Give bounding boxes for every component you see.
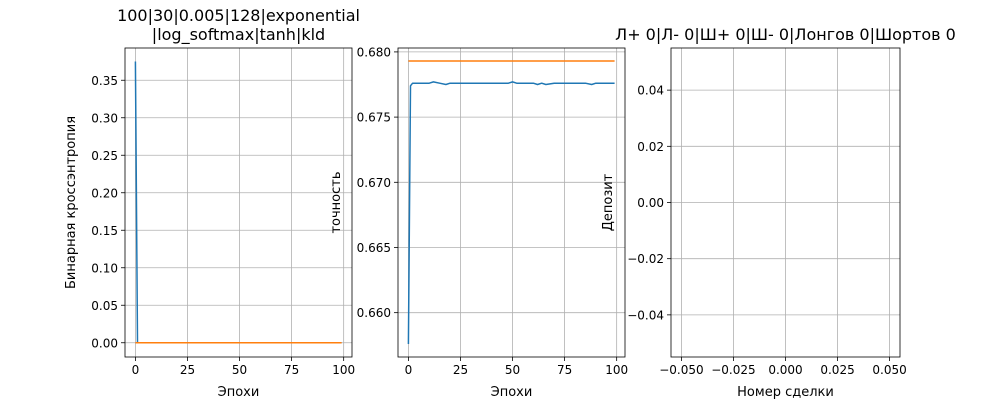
accuracy-y-tick-label: 0.680 [357,45,391,59]
loss-x-tick-label: 25 [180,363,195,377]
loss-y-tick-label: 0.30 [91,111,118,125]
accuracy-axes-frame [397,47,626,358]
accuracy-series-train [407,81,615,344]
deposit-y-tick-label: 0.00 [637,196,664,210]
deposit-x-axis-label: Номер сделки [737,385,834,400]
deposit-y-tick-label: −0.02 [627,252,664,266]
loss-y-tick-label: 0.15 [91,224,118,238]
deposit-y-axis-label: Депозит [601,173,616,231]
loss-title-line: 100|30|0.005|128|exponential [117,6,360,25]
deposit-y-tick-label: 0.04 [637,84,664,98]
loss-y-axis-label: Бинарная кроссэнтропия [64,116,79,289]
accuracy-y-tick-label: 0.670 [357,176,391,190]
deposit-axes-frame [670,47,901,358]
accuracy-y-tick-label: 0.675 [357,111,391,125]
loss-y-tick-label: 0.20 [91,186,118,200]
accuracy-x-tick-label: 75 [557,363,572,377]
loss-y-tick-label: 0.05 [91,299,118,313]
deposit-y-tick-label: −0.04 [627,308,664,322]
deposit-x-tick-label: 0.025 [820,363,854,377]
deposit-title-line: Л+ 0|Л- 0|Ш+ 0|Ш- 0|Лонгов 0|Шортов 0 [615,25,956,44]
loss-axes-frame [124,47,353,358]
loss-x-tick-label: 75 [284,363,299,377]
deposit-x-tick-label: −0.025 [711,363,755,377]
accuracy-x-tick-label: 25 [453,363,468,377]
accuracy-x-tick-label: 0 [405,363,413,377]
chart-accuracy: 0 25 50 75 100 0.660 0.665 0.670 0.675 0.680 Эпохи… [329,45,628,400]
loss-x-tick-label: 100 [332,363,355,377]
accuracy-x-tick-label: 100 [605,363,628,377]
chart-loss: 0 25 50 75 100 0.00 0.05 0.10 0.15 0.20 0.25 0.30 0.… [64,6,360,400]
deposit-x-tick-label: 0.000 [768,363,802,377]
loss-y-tick-label: 0.25 [91,149,118,163]
loss-x-tick-label: 0 [132,363,140,377]
accuracy-y-tick-label: 0.660 [357,306,391,320]
loss-x-axis-label: Эпохи [218,385,260,400]
accuracy-y-axis-label: точность [329,171,344,233]
accuracy-x-tick-label: 50 [505,363,520,377]
chart-deposit: −0.050 −0.025 0.000 0.025 0.050 −0.04 −0.02 0.0… [601,25,956,400]
deposit-x-tick-label: 0.050 [872,363,906,377]
loss-x-tick-label: 50 [232,363,247,377]
loss-y-tick-label: 0.10 [91,261,118,275]
loss-series-train [134,61,342,344]
accuracy-x-axis-label: Эпохи [491,385,533,400]
deposit-x-tick-label: −0.050 [659,363,703,377]
loss-y-tick-label: 0.00 [91,336,118,350]
loss-title-line: |log_softmax|tanh|kld [152,25,325,45]
accuracy-y-tick-label: 0.665 [357,241,391,255]
loss-y-tick-label: 0.35 [91,74,118,88]
deposit-y-tick-label: 0.02 [637,140,664,154]
